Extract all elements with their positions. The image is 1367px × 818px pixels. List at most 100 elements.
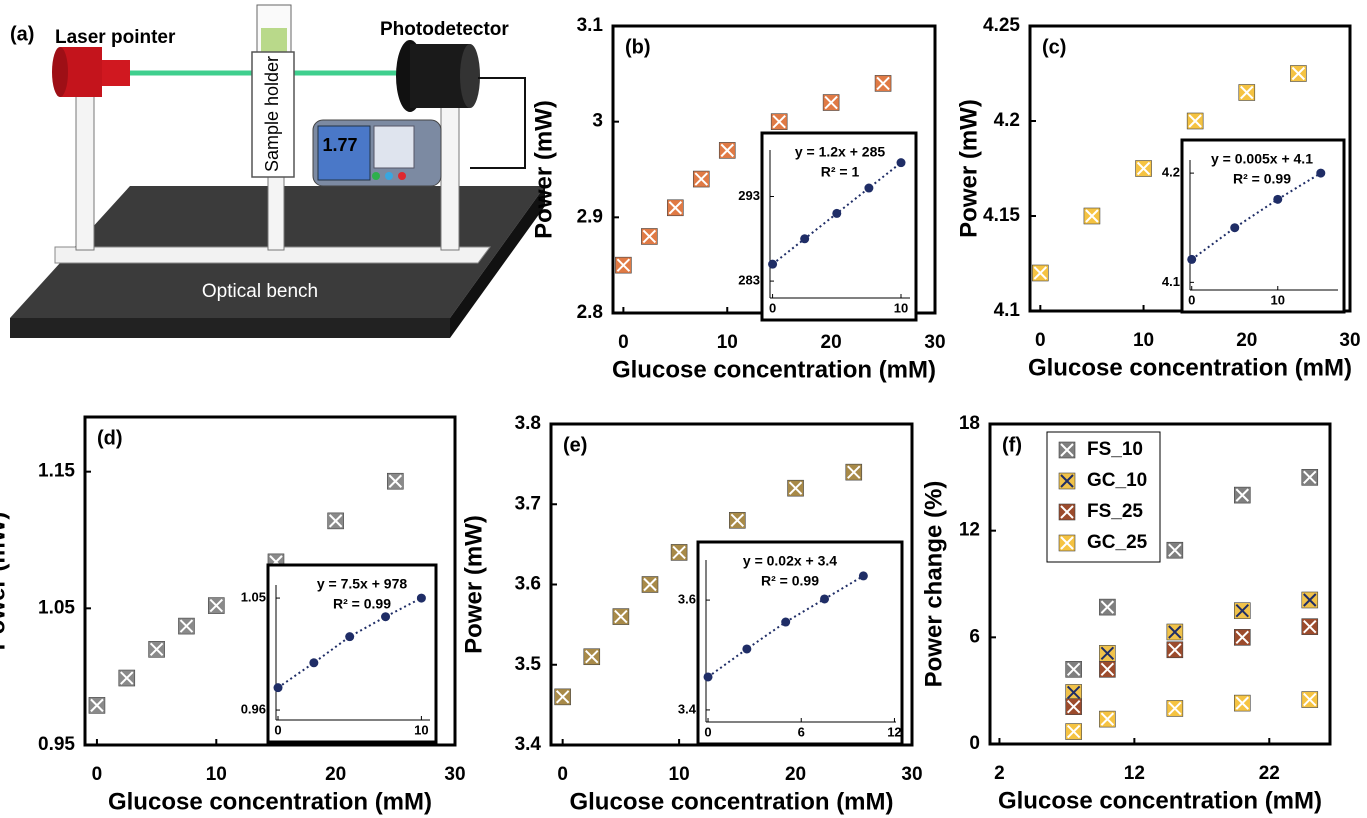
- sample-holder: [251, 51, 295, 178]
- inset-y-tick-label: 0.96: [241, 701, 266, 716]
- holder-post: [267, 169, 285, 251]
- meter-keypad: [373, 125, 415, 169]
- y-tick-label: 12: [959, 520, 980, 541]
- marker-cross: [1136, 161, 1151, 176]
- marker-cross: [1060, 474, 1074, 488]
- y-tick-label: 4.15: [983, 205, 1020, 226]
- marker-cross: [1168, 543, 1182, 557]
- plot-frame: [83, 415, 457, 747]
- x-tick-label: 0: [557, 764, 568, 785]
- marker-cross: [1060, 443, 1074, 457]
- marker-cross: [1033, 266, 1048, 280]
- marker-cross: [1066, 724, 1081, 739]
- r-squared: R² = 0.99: [333, 596, 391, 612]
- x-axis-label: Glucose concentration (mM): [612, 356, 936, 383]
- y-tick-label: 4.2: [994, 110, 1020, 131]
- y-tick-label: 2.8: [577, 302, 603, 323]
- inset-y-tick-label: 4.1: [1162, 274, 1180, 289]
- marker-cross: [179, 619, 194, 633]
- marker-cross: [876, 76, 890, 91]
- inset-point: [1230, 223, 1240, 233]
- laser-post: [75, 89, 95, 251]
- meter-reading: 1.77: [322, 135, 357, 155]
- x-tick-label: 20: [821, 332, 842, 353]
- detector-back: [460, 44, 480, 108]
- marker-cross: [668, 201, 683, 215]
- y-tick-label: 3.7: [515, 493, 541, 514]
- holder-label: Sample holder: [262, 56, 282, 172]
- y-tick-label: 3.1: [577, 15, 604, 36]
- y-tick-label: 3.6: [515, 574, 541, 595]
- equation: y = 7.5x + 978: [317, 576, 408, 592]
- laser-label: Laser pointer: [55, 27, 176, 48]
- inset-point: [703, 672, 713, 682]
- marker-cross: [120, 671, 134, 685]
- inset-point: [345, 632, 355, 642]
- panel-label: (f): [1002, 434, 1022, 456]
- marker-cross: [772, 114, 786, 129]
- inset-x-tick-label: 0: [274, 722, 281, 737]
- marker-cross: [824, 95, 838, 110]
- inset-y-tick-label: 283: [738, 273, 760, 288]
- marker-cross: [388, 474, 403, 488]
- marker-cross: [642, 229, 657, 244]
- y-axis-label: Power (mW): [955, 99, 982, 238]
- inset-point: [820, 594, 830, 604]
- marker-cross: [1085, 209, 1099, 223]
- y-tick-label: 3.5: [515, 654, 542, 675]
- marker-cross: [585, 650, 599, 664]
- marker-cross: [730, 513, 745, 528]
- marker-cross: [1303, 692, 1317, 707]
- marker-cross: [1303, 619, 1317, 634]
- bench-front: [10, 318, 450, 338]
- wire: [470, 77, 526, 169]
- y-axis-label: Power (mW): [0, 512, 10, 651]
- marker-cross: [1060, 505, 1074, 519]
- y-tick-label: 6: [969, 626, 980, 647]
- trend-line: [1191, 172, 1322, 261]
- y-axis-label: Power change (%): [920, 481, 947, 688]
- marker-cross: [1235, 488, 1250, 502]
- meter-screen: [317, 125, 371, 181]
- marker-cross: [788, 481, 803, 495]
- marker-cross: [555, 690, 570, 704]
- marker-cross: [1235, 603, 1250, 618]
- inset-point: [1316, 168, 1326, 178]
- inset-x-tick-label: 10: [414, 722, 428, 737]
- inset-point: [800, 234, 810, 244]
- marker-cross: [643, 577, 657, 592]
- panel-label: (d): [97, 427, 123, 449]
- marker-cross: [1066, 699, 1081, 714]
- inset-point: [381, 612, 391, 622]
- inset-point: [1273, 194, 1283, 204]
- y-tick-label: 4.25: [983, 15, 1020, 36]
- marker-cross: [1303, 593, 1317, 607]
- setup-diagram: Sample holder 1.77 (a) Laser pointer Pho…: [10, 4, 545, 338]
- equation: y = 1.2x + 285: [795, 144, 886, 160]
- x-tick-label: 22: [1259, 763, 1280, 784]
- x-tick-label: 0: [618, 332, 629, 353]
- panel-label: (a): [10, 23, 34, 45]
- marker-cross: [1235, 696, 1250, 710]
- marker-cross: [847, 465, 861, 479]
- inset-x-tick-label: 6: [798, 724, 805, 739]
- marker-cross: [1100, 646, 1115, 661]
- legend-label: FS_25: [1087, 501, 1143, 522]
- marker-cross: [1303, 470, 1317, 485]
- plot-frame: [988, 422, 1332, 746]
- inset-y-tick-label: 3.6: [678, 592, 696, 607]
- marker-cross: [1291, 66, 1306, 81]
- inset-point: [832, 208, 842, 218]
- x-tick-label: 10: [669, 764, 690, 785]
- legend-label: FS_10: [1087, 439, 1143, 460]
- led: [398, 172, 406, 180]
- y-tick-label: 1.15: [38, 461, 75, 482]
- legend-label: GC_10: [1087, 470, 1147, 491]
- marker-cross: [1235, 630, 1250, 645]
- rail: [54, 246, 491, 264]
- x-tick-label: 30: [444, 764, 465, 785]
- inset-point: [781, 617, 791, 627]
- inset-point: [742, 644, 752, 654]
